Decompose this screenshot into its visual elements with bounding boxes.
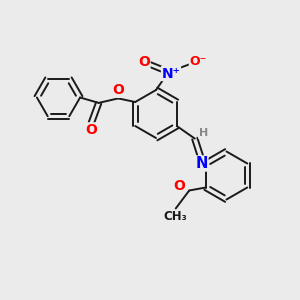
Text: O: O (85, 123, 97, 137)
Text: CH₃: CH₃ (164, 210, 188, 224)
Text: O: O (173, 179, 185, 193)
Text: N⁺: N⁺ (162, 67, 180, 80)
Text: N: N (196, 156, 208, 171)
Text: O⁻: O⁻ (189, 55, 207, 68)
Text: O: O (112, 83, 124, 97)
Text: O: O (138, 55, 150, 68)
Text: H: H (199, 128, 208, 138)
